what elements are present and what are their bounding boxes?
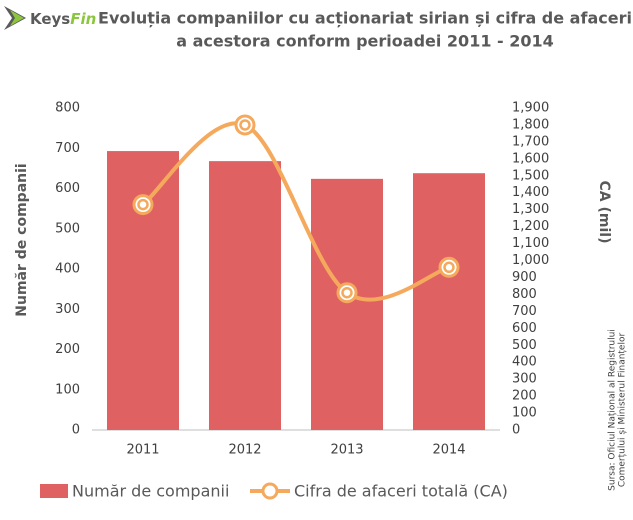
- y2-tick-label: 700: [512, 304, 537, 319]
- y2-axis-label: CA (mil): [596, 181, 612, 244]
- y2-tick-label: 1,300: [512, 202, 549, 217]
- bar: [209, 161, 281, 430]
- bar: [107, 151, 179, 430]
- marker-core: [341, 286, 353, 299]
- y-tick-label: 0: [72, 423, 80, 438]
- x-tick-label: 2014: [432, 443, 465, 458]
- y2-tick-label: 100: [512, 406, 537, 421]
- source: Sursa: Oficiul Național al Registrului: [608, 329, 618, 491]
- y-tick-label: 500: [55, 221, 80, 236]
- y-tick-label: 800: [55, 101, 80, 116]
- y-tick-label: 300: [55, 302, 80, 317]
- y-tick-label: 400: [55, 262, 80, 277]
- marker: [438, 256, 460, 278]
- y-tick-label: 700: [55, 141, 80, 156]
- y-axis-label: Număr de companii: [14, 163, 30, 316]
- y2-tick-label: 300: [512, 372, 537, 387]
- y2-tick-label: 1,800: [512, 117, 549, 132]
- marker-core: [137, 198, 149, 211]
- y2-tick-label: 900: [512, 270, 537, 285]
- y2-tick-label: 1,100: [512, 236, 549, 251]
- y2-tick-label: 1,600: [512, 151, 549, 166]
- chart-title: a acestora conform perioadei 2011 - 2014: [176, 32, 554, 51]
- logo-icon-accent: [10, 10, 24, 26]
- legend-label: Număr de companii: [72, 482, 229, 501]
- y2-tick-label: 0: [512, 423, 520, 438]
- x-tick-label: 2011: [126, 443, 159, 458]
- y2-tick-label: 800: [512, 287, 537, 302]
- logo-second: Fin: [70, 10, 96, 28]
- y2-tick-label: 1,400: [512, 185, 549, 200]
- y2-tick-label: 200: [512, 389, 537, 404]
- y2-tick-label: 400: [512, 355, 537, 370]
- marker: [336, 282, 358, 304]
- marker: [132, 194, 154, 216]
- x-tick-label: 2012: [228, 443, 261, 458]
- x-tick-label: 2013: [330, 443, 363, 458]
- logo-first: Keys: [30, 10, 70, 28]
- legend-swatch: [40, 484, 68, 498]
- marker: [234, 114, 256, 136]
- marker-core: [239, 119, 251, 131]
- bar: [311, 178, 383, 430]
- legend-label: Cifra de afaceri totală (CA): [294, 482, 508, 501]
- y2-tick-label: 500: [512, 338, 537, 353]
- y-tick-label: 200: [55, 342, 80, 357]
- bar: [413, 173, 485, 430]
- y2-tick-label: 600: [512, 321, 537, 336]
- y2-tick-label: 1,500: [512, 168, 549, 183]
- y2-tick-label: 1,700: [512, 134, 549, 149]
- legend-swatch: [261, 482, 279, 500]
- line: [141, 121, 450, 302]
- y-tick-label: 100: [55, 382, 80, 397]
- y-tick-label: 600: [55, 181, 80, 196]
- logo-text: KeysFin: [30, 10, 96, 28]
- y2-tick-label: 1,200: [512, 219, 549, 234]
- marker-core: [443, 261, 455, 274]
- y2-tick-label: 1,000: [512, 253, 549, 268]
- source: Comerțului și Ministerul Finanțelor: [618, 333, 628, 488]
- y2-tick-label: 1,900: [512, 101, 549, 116]
- chart-title: Evoluția companiilor cu acționariat siri…: [98, 9, 632, 28]
